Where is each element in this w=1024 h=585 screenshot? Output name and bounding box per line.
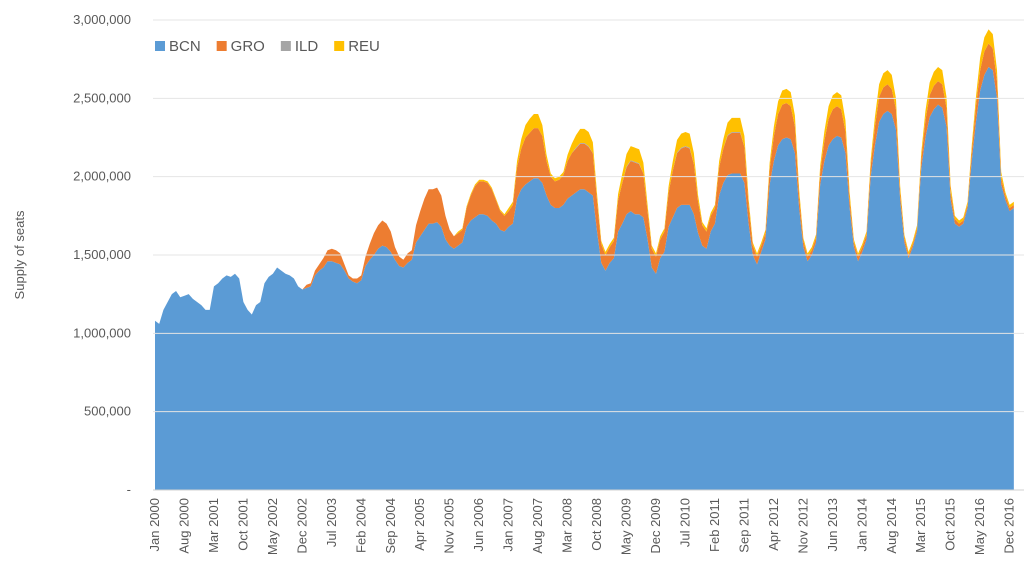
x-tick-label: Aug 2007 bbox=[530, 498, 545, 554]
x-tick-label: May 2002 bbox=[265, 498, 280, 555]
x-tick-label: Oct 2008 bbox=[589, 498, 604, 551]
area-bcn bbox=[155, 67, 1014, 490]
x-tick-label: Feb 2004 bbox=[353, 498, 368, 553]
x-tick-label: Apr 2005 bbox=[412, 498, 427, 551]
legend-label: GRO bbox=[231, 38, 265, 55]
x-tick-label: Jun 2013 bbox=[825, 498, 840, 552]
x-tick-label: Oct 2015 bbox=[943, 498, 958, 551]
x-tick-label: Aug 2014 bbox=[884, 498, 899, 554]
y-tick-label: 1,500,000 bbox=[73, 247, 131, 262]
y-tick-label: 2,500,000 bbox=[73, 90, 131, 105]
legend-label: REU bbox=[348, 38, 380, 55]
x-tick-label: Mar 2008 bbox=[560, 498, 575, 553]
x-tick-label: Sep 2004 bbox=[383, 498, 398, 554]
x-tick-label: Feb 2011 bbox=[707, 498, 722, 552]
legend-swatch bbox=[155, 41, 165, 51]
x-tick-label: Jun 2006 bbox=[471, 498, 486, 551]
x-tick-label: May 2016 bbox=[972, 498, 987, 555]
legend-swatch bbox=[280, 41, 291, 51]
plot-area bbox=[155, 29, 1014, 490]
x-tick-label: Jan 2014 bbox=[854, 498, 869, 552]
x-tick-label: Jan 2000 bbox=[147, 498, 162, 552]
x-tick-label: Nov 2005 bbox=[442, 498, 457, 554]
y-tick-label: 2,000,000 bbox=[73, 169, 131, 184]
legend-label: BCN bbox=[169, 38, 201, 55]
legend-label: ILD bbox=[295, 38, 319, 55]
x-tick-label: Apr 2012 bbox=[766, 498, 781, 551]
x-tick-label: Mar 2015 bbox=[913, 498, 928, 553]
x-tick-label: Jan 2007 bbox=[501, 498, 516, 552]
y-tick-label: 500,000 bbox=[84, 404, 131, 419]
x-tick-label: Sep 2011 bbox=[736, 498, 751, 553]
x-tick-label: Jul 2010 bbox=[677, 498, 692, 547]
y-tick-label: - bbox=[127, 482, 131, 497]
x-tick-label: Mar 2001 bbox=[206, 498, 221, 553]
x-tick-label: Dec 2009 bbox=[648, 498, 663, 554]
x-tick-label: May 2009 bbox=[619, 498, 634, 555]
x-tick-label: Aug 2000 bbox=[176, 498, 191, 554]
legend-swatch bbox=[216, 41, 227, 51]
x-tick-label: Oct 2001 bbox=[235, 498, 250, 551]
y-tick-label: 1,000,000 bbox=[73, 325, 131, 340]
x-tick-label: Dec 2002 bbox=[294, 498, 309, 554]
legend-swatch bbox=[334, 41, 345, 51]
y-tick-label: 3,000,000 bbox=[73, 12, 131, 27]
x-tick-label: Nov 2012 bbox=[795, 498, 810, 554]
y-axis-label: Supply of seats bbox=[12, 210, 27, 299]
x-tick-label: Dec 2016 bbox=[1002, 498, 1017, 554]
x-tick-label: Jul 2003 bbox=[324, 498, 339, 547]
area-gro bbox=[155, 43, 1014, 324]
